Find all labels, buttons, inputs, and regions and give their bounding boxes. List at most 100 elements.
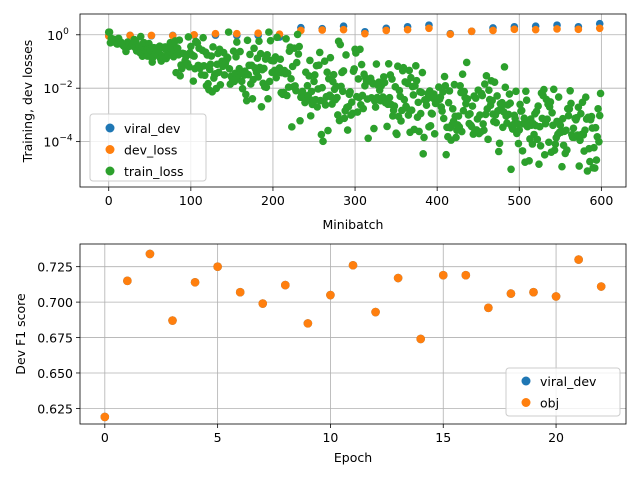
train_loss-point [243,36,252,45]
train_loss-point [407,73,415,82]
top-chart-legend-box [89,113,207,182]
train_loss-point [323,68,331,77]
bottom-chart-ytick-label: 0.725 [37,260,73,275]
train_loss-point [238,84,247,93]
dev_loss-point [425,24,433,33]
train_loss-point [448,105,457,113]
train_loss-point [393,130,401,139]
obj-point [281,280,290,290]
train_loss-point [232,53,240,61]
train_loss-point [292,58,301,67]
train_loss-point [379,73,388,81]
train_loss-point [220,71,229,79]
train_loss-point [364,134,372,143]
train_loss-point [214,68,223,77]
train_loss-point [248,94,257,103]
train_loss-point [311,71,319,79]
train_loss-point [440,72,449,81]
train_loss-point [246,50,254,59]
train_loss-point [594,104,602,113]
bottom-chart-xtick-label: 10 [322,430,338,445]
train_loss-point [200,62,208,70]
obj-point [100,412,110,422]
train_loss-point [199,33,207,42]
obj-point [551,292,561,301]
train_loss-point [296,116,304,125]
train_loss-point [438,107,446,115]
train_loss-point [342,51,350,59]
train_loss-point [105,28,114,36]
train_loss-point [550,146,559,154]
train_loss-point [415,127,423,136]
train_loss-point [564,111,573,120]
top-chart-legend: viral_dev dev_loss train_loss [89,113,207,182]
train_loss-point [426,121,435,130]
train_loss-point [445,87,454,95]
train_loss-point [233,38,241,46]
train_loss-point [372,60,381,68]
obj-point [213,262,222,271]
legend-label-obj: obj [540,396,559,411]
train_loss-point [400,95,409,104]
bottom-chart-frame [79,243,627,425]
train_loss-point [405,66,414,75]
train_loss-point [223,54,232,62]
train_loss-point [395,86,404,95]
train_loss-point [276,55,285,64]
train_loss-point [295,42,304,51]
train_loss-point [283,91,291,100]
train_loss-point [409,91,418,99]
train_loss-point [567,99,575,108]
obj-point [303,319,313,328]
train_loss-point [551,140,560,148]
bottom-chart-ytick-label: 0.675 [37,331,73,346]
train_loss-point [264,94,272,103]
train_loss-point [422,101,431,110]
train_loss-point [563,146,571,154]
train_loss-point [583,167,592,175]
train_loss-point [315,48,324,57]
train_loss-point [326,53,335,62]
top-chart-ytick-label: 100 [47,27,69,43]
train_loss-point [393,62,402,70]
train_loss-point [324,126,332,135]
top-chart-ytick-label: 10−4 [43,134,72,150]
obj-point [258,299,268,308]
train_loss-point [321,101,330,109]
series-train_loss [104,28,605,175]
train_loss-point [336,40,345,49]
obj-point [438,270,448,280]
obj-point [348,260,358,270]
train_loss-point [471,94,480,102]
train_loss-point [303,81,312,90]
train_loss-point [288,123,296,131]
train_loss-point [493,92,501,100]
train_loss-point [236,47,244,56]
train_loss-point [354,75,363,83]
train_loss-point [543,115,551,124]
top-chart-xlabel: Minibatch [323,217,384,232]
train_loss-point [533,135,542,144]
train_loss-point [478,91,487,100]
train_loss-point [504,110,513,119]
train_loss-point [535,160,543,168]
train_loss-point [256,49,265,58]
obj-point [190,277,200,287]
dev_loss-point [382,26,391,35]
train_loss-point [558,162,566,171]
train_loss-point [462,58,471,67]
train_loss-point [500,63,509,71]
train_loss-point [356,45,364,54]
bottom-chart-xlabel: Epoch [334,450,372,465]
train_loss-point [466,110,474,118]
train_loss-point [310,77,318,86]
legend-label-train_loss: train_loss [124,164,184,179]
train_loss-point [209,43,217,51]
top-chart-ticks: 0 100 200 300 400 500 600 100 10−2 10−4 [43,27,613,208]
train_loss-point [562,126,570,135]
dev_loss-point [553,25,561,33]
train_loss-point [244,70,253,79]
train_loss-point [294,50,303,58]
train_loss-point [242,96,251,105]
bottom-chart-points [100,249,606,422]
